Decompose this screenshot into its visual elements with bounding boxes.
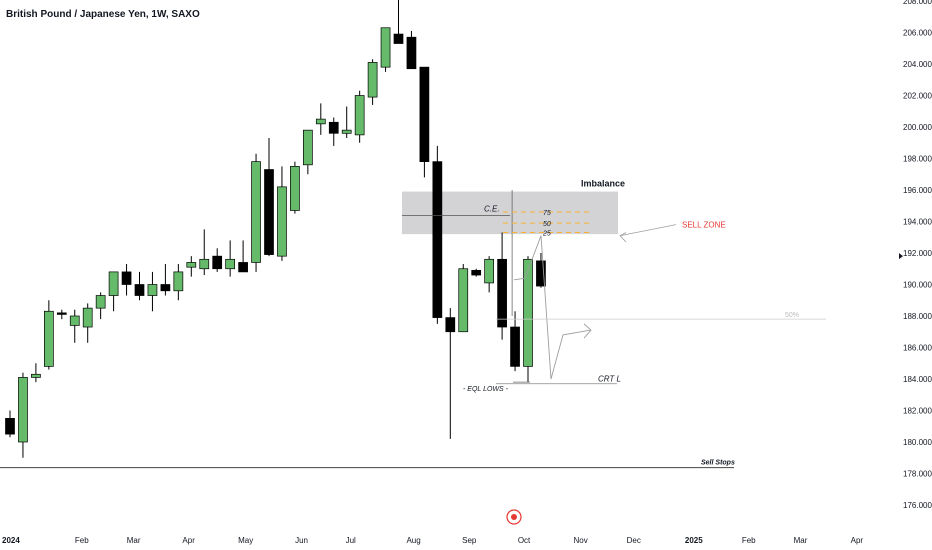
candle-body <box>69 315 80 326</box>
x-tick-label: May <box>238 536 253 545</box>
y-tick-label: 204.000 <box>903 60 932 69</box>
x-tick-label: Dec <box>627 536 641 545</box>
sell-zone-label: SELL ZONE <box>682 221 726 230</box>
ce-label: C.E. <box>484 205 500 214</box>
crt-low-label: CRT L <box>598 375 621 384</box>
candle-body <box>354 95 365 136</box>
candle-body <box>251 161 261 263</box>
candle-body <box>523 258 533 367</box>
y-tick-label: 176.000 <box>903 501 932 510</box>
candle-body <box>225 258 235 270</box>
candle-body <box>367 62 378 98</box>
candle-body <box>458 268 469 333</box>
x-tick-label: Jul <box>346 536 356 545</box>
candle-body <box>134 284 145 296</box>
y-tick-label: 198.000 <box>903 155 932 164</box>
y-tick-label: 178.000 <box>903 470 932 479</box>
sell-stops-label: Sell Stops <box>701 460 735 467</box>
y-tick-label: 202.000 <box>903 92 932 101</box>
projection-path <box>513 235 591 380</box>
x-tick-label: Mar <box>794 536 808 545</box>
level-75-label: 75 <box>543 210 551 217</box>
candle-body <box>264 169 274 255</box>
candle-body <box>173 271 184 292</box>
candle-body <box>199 258 210 270</box>
y-tick-label: 192.000 <box>903 249 932 258</box>
candle-body <box>303 129 313 166</box>
event-marker-dot-icon <box>511 514 517 520</box>
candle-body <box>484 258 494 284</box>
x-tick-label: Jun <box>295 536 308 545</box>
candle-body <box>18 377 28 443</box>
annotations-layer: Imbalance C.E. 75 50 25 SELL ZONE 50% CRT L - EQ… <box>0 179 826 469</box>
candle-body <box>497 258 507 328</box>
candle-body <box>238 262 248 273</box>
y-axis: 176.000 178.000 180.000 182.000 184.000 186.0… <box>899 0 932 510</box>
y-tick-label: 184.000 <box>903 375 932 384</box>
candle-body <box>82 307 93 328</box>
y-tick-label: 200.000 <box>903 123 932 132</box>
x-tick-label: Nov <box>574 536 588 545</box>
sell-zone-arrow-head <box>619 232 627 243</box>
y-tick-label: 208.000 <box>903 0 932 6</box>
y-tick-label: 186.000 <box>903 344 932 353</box>
candle-body <box>328 121 339 134</box>
candle-body <box>95 295 106 309</box>
candle-body <box>341 129 352 134</box>
x-tick-label: Apr <box>182 536 195 545</box>
candle-body <box>393 33 404 44</box>
level-50-label: 50 <box>543 221 551 228</box>
candle-body <box>432 161 443 318</box>
x-tick-label: Oct <box>518 536 531 545</box>
candle-body <box>471 269 482 276</box>
x-tick-label: Sep <box>462 536 477 545</box>
candle-body <box>212 255 223 270</box>
y-tick-label: 196.000 <box>903 186 932 195</box>
y-tick-label: 180.000 <box>903 438 932 447</box>
x-tick-label: Mar <box>127 536 141 545</box>
candle-body <box>290 166 300 211</box>
candle-body <box>186 262 197 268</box>
imbalance-label: Imbalance <box>581 179 625 189</box>
candle-body <box>277 186 287 257</box>
eql-lows-label: - EQL LOWS - <box>463 386 509 393</box>
fifty-percent-label: 50% <box>785 312 799 319</box>
candle-body <box>380 27 391 68</box>
x-axis: 2024 Feb Mar Apr May Jun Jul Aug Sep Oct Nov Dec 202… <box>2 536 863 545</box>
event-marker-layer <box>506 509 522 525</box>
candle-body <box>108 271 119 296</box>
candle-body <box>445 317 456 333</box>
candle-body <box>315 118 326 125</box>
candle-body <box>56 312 67 315</box>
candle-body <box>31 373 41 378</box>
x-tick-label: 2025 <box>685 536 703 545</box>
x-tick-label: Feb <box>742 536 756 545</box>
candle-body <box>5 418 15 435</box>
candle-body <box>121 271 132 285</box>
chart-title: British Pound / Japanese Yen, 1W, SAXO <box>6 9 200 20</box>
candle-body <box>419 66 430 163</box>
event-marker-ring-icon <box>506 509 522 525</box>
candle-body <box>406 36 417 70</box>
y-tick-label: 190.000 <box>903 281 932 290</box>
candle-body <box>536 260 546 287</box>
level-25-label: 25 <box>542 231 551 238</box>
candle-body <box>43 310 54 367</box>
candle-body <box>147 284 158 296</box>
x-tick-label: Aug <box>406 536 420 545</box>
y-tick-label: 188.000 <box>903 312 932 321</box>
projection-arrow-head <box>583 323 592 339</box>
candle-body <box>160 284 171 292</box>
candles-layer <box>5 0 546 458</box>
x-tick-label: Apr <box>851 536 864 545</box>
y-tick-label: 206.000 <box>903 29 932 38</box>
x-tick-label: 2024 <box>2 536 20 545</box>
sell-zone-arrow-line <box>619 224 677 237</box>
y-tick-label: 194.000 <box>903 218 932 227</box>
y-tick-label: 182.000 <box>903 407 932 416</box>
x-tick-label: Feb <box>75 536 89 545</box>
candle-body <box>510 326 520 367</box>
current-price-marker-icon <box>899 253 903 260</box>
